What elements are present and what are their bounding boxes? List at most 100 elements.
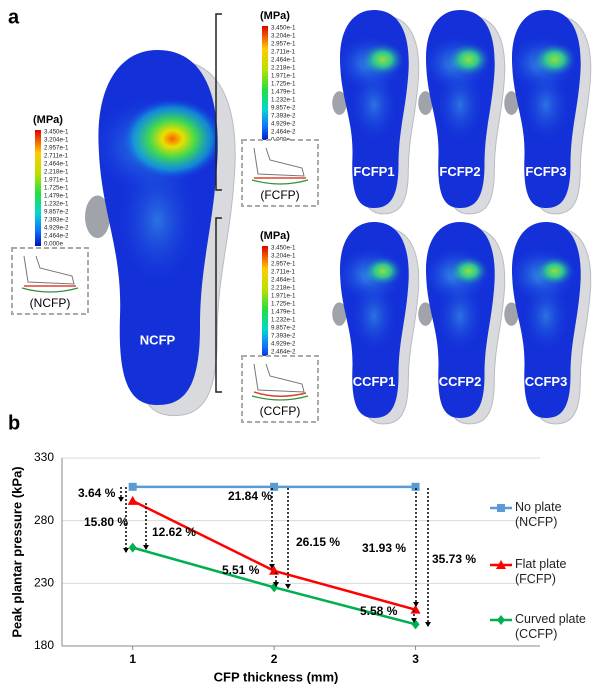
colorbar-label: 2.464e-2: [271, 129, 296, 136]
legend-label: No plate (NCFP): [515, 500, 562, 529]
colorbar-label: 2.957e-1: [44, 145, 69, 152]
colorbar-label: 1.971e-1: [44, 177, 69, 184]
arrow-head: [123, 548, 129, 553]
y-tick-label: 230: [34, 576, 54, 590]
colorbar-label: 1.232e-1: [271, 317, 296, 324]
foot-label: FCFP2: [439, 164, 480, 179]
foot-label: FCFP1: [353, 164, 394, 179]
pressure-zone: [348, 276, 400, 356]
colorbar-label: 9.857e-2: [271, 105, 296, 112]
marker: [128, 542, 137, 553]
annotation: 5.51 %: [222, 563, 260, 577]
foot-shadow: [332, 302, 347, 326]
colorbar-unit: (MPa): [33, 114, 63, 126]
x-tick-label: 3: [412, 652, 419, 666]
colorbar-unit: (MPa): [260, 10, 290, 22]
colorbar-label: 1.479e-1: [271, 309, 296, 316]
inset-foot: [253, 147, 305, 177]
colorbar-label: 2.957e-1: [271, 261, 296, 268]
series-line: [132, 499, 416, 611]
marker: [411, 482, 420, 491]
colorbar-label: 3.450e-1: [44, 129, 69, 136]
colorbar-label: 2.218e-1: [271, 285, 296, 292]
marker: [127, 495, 138, 505]
legend-label: Curved plate (CCFP): [515, 612, 586, 641]
pressure-zone: [434, 65, 486, 145]
arrow-head: [143, 545, 149, 550]
colorbar-label: 2.711e-1: [271, 269, 296, 276]
pressure-zone: [531, 41, 578, 78]
annotation: 26.15 %: [296, 535, 340, 549]
colorbar-label: 1.725e-1: [44, 185, 69, 192]
pressure-zone: [533, 255, 576, 287]
pressure-zone: [447, 255, 490, 287]
arrow-head: [269, 564, 275, 569]
arrow-head: [285, 584, 291, 589]
colorbar-label: 3.450e-1: [271, 245, 296, 252]
inset-label: (CCFP): [260, 404, 301, 418]
y-tick-label: 180: [34, 638, 54, 652]
colorbar-label: 3.204e-1: [271, 253, 296, 260]
colorbar-label: 2.957e-1: [271, 41, 296, 48]
inset-label: (NCFP): [30, 296, 71, 310]
colorbar: [262, 246, 268, 362]
colorbar-label: 7.393e-2: [271, 333, 296, 340]
colorbar-label: 1.971e-1: [271, 293, 296, 300]
colorbar-label: 2.464e-2: [271, 349, 296, 356]
pressure-zone: [359, 41, 406, 78]
inset-sole: [21, 287, 79, 293]
inset-foot: [23, 255, 75, 285]
pressure-zone: [520, 276, 572, 356]
arrow-head: [411, 618, 417, 623]
colorbar-label: 7.393e-2: [44, 217, 69, 224]
colorbar-label: 7.393e-2: [271, 113, 296, 120]
foot-label: CCFP2: [439, 374, 482, 389]
colorbar-label: 2.464e-2: [44, 233, 69, 240]
colorbar-label: 2.464e-1: [44, 161, 69, 168]
y-tick-label: 280: [34, 513, 54, 527]
panel-label: a: [8, 6, 20, 28]
annotation: 12.62 %: [152, 525, 196, 539]
marker: [497, 504, 505, 512]
x-tick-label: 2: [271, 652, 278, 666]
y-tick-label: 330: [34, 450, 54, 464]
colorbar-label: 1.725e-1: [271, 81, 296, 88]
colorbar-label: 9.857e-2: [44, 209, 69, 216]
pressure-zone: [120, 97, 218, 181]
pressure-zone: [348, 65, 400, 145]
colorbar-label: 4.929e-2: [271, 121, 296, 128]
annotation: 35.73 %: [432, 552, 476, 566]
pressure-zone: [113, 149, 202, 292]
annotation: 21.84 %: [228, 489, 272, 503]
inset-sole: [251, 179, 309, 185]
arrow-head: [273, 582, 279, 587]
colorbar-label: 4.929e-2: [44, 225, 69, 232]
colorbar-label: 3.450e-1: [271, 25, 296, 32]
arrow-head: [413, 602, 419, 607]
marker: [410, 604, 421, 614]
inset-plate: [253, 391, 307, 397]
colorbar-label: 2.464e-1: [271, 57, 296, 64]
inset-sole: [251, 395, 309, 401]
pressure-zone: [434, 276, 486, 356]
x-tick-label: 1: [129, 652, 136, 666]
marker: [128, 482, 137, 491]
colorbar-label: 2.464e-1: [271, 277, 296, 284]
annotation: 3.64 %: [78, 486, 116, 500]
y-axis-title: Peak plantar pressure (kPa): [9, 466, 24, 637]
colorbar-label: 1.725e-1: [271, 301, 296, 308]
foot-label: FCFP3: [525, 164, 566, 179]
bracket: [215, 217, 222, 393]
marker: [497, 615, 505, 625]
foot-shadow: [85, 195, 110, 239]
x-axis-title: CFP thickness (mm): [214, 669, 339, 684]
foot-label: NCFP: [140, 333, 176, 348]
foot-label: CCFP1: [353, 374, 396, 389]
colorbar-label: 2.711e-1: [271, 49, 296, 56]
foot-shadow: [418, 91, 433, 115]
colorbar: [262, 26, 268, 142]
colorbar: [35, 130, 41, 246]
colorbar-label: 1.479e-1: [44, 193, 69, 200]
